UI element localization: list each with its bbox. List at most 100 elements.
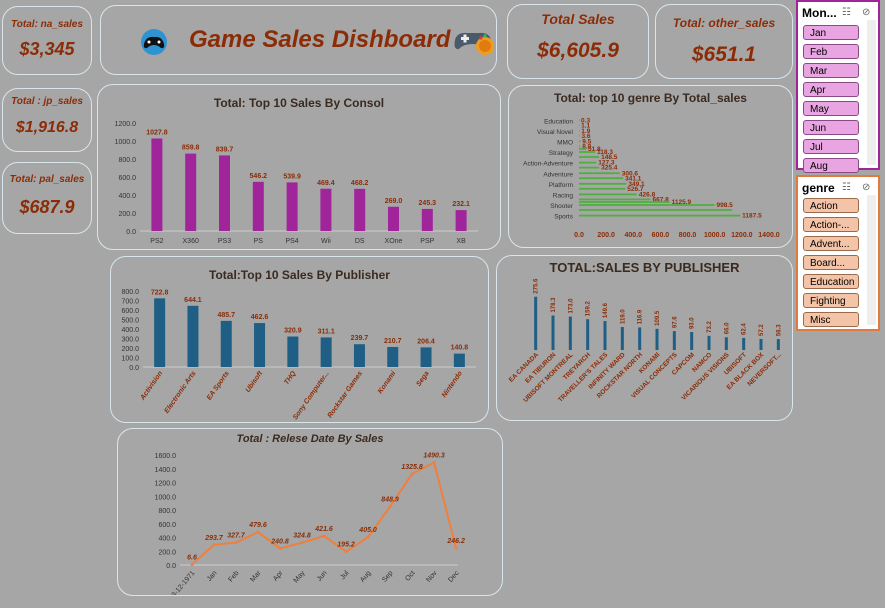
data-label: 149.6 xyxy=(603,302,609,318)
na-sales-card: Total: na_sales $3,345 xyxy=(2,6,92,75)
data-label: 93.0 xyxy=(690,317,696,329)
y-tick-label: Visual Novel xyxy=(537,129,574,136)
x-tick-label: Electronic Arts xyxy=(163,370,197,415)
y-tick-label: MMO xyxy=(557,140,573,147)
data-point xyxy=(344,550,348,554)
slicer-item-jul[interactable]: Jul xyxy=(803,139,859,154)
multi-select-icon[interactable]: ☷ xyxy=(842,7,851,18)
data-label: 148.5 xyxy=(601,154,618,161)
slicer-item-aug[interactable]: Aug xyxy=(803,158,859,173)
data-label: 73.2 xyxy=(707,321,713,333)
y-tick-label: 700.0 xyxy=(121,299,139,306)
y-tick-label: 800.0 xyxy=(158,508,176,515)
x-tick-label: Activision xyxy=(139,370,164,402)
slicer-item-advent[interactable]: Advent... xyxy=(803,236,859,251)
bar xyxy=(353,344,365,367)
bar xyxy=(534,296,538,350)
slicer-item-jun[interactable]: Jun xyxy=(803,120,859,135)
slicer-item-jan[interactable]: Jan xyxy=(803,25,859,40)
bar xyxy=(579,198,651,201)
data-label: 245.3 xyxy=(419,200,437,207)
bar xyxy=(579,119,580,122)
bar xyxy=(579,148,587,150)
data-label: 51.8 xyxy=(588,146,601,153)
y-tick-label: 600.0 xyxy=(158,522,176,529)
data-label: 119.0 xyxy=(620,309,626,324)
slicer-item-feb[interactable]: Feb xyxy=(803,44,859,59)
slicer-item-fighting[interactable]: Fighting xyxy=(803,293,859,308)
data-label: 269.0 xyxy=(385,198,403,205)
data-label: 195.2 xyxy=(337,542,355,549)
data-label: 173.0 xyxy=(568,298,574,314)
bar xyxy=(579,124,580,127)
bar xyxy=(586,319,590,350)
multi-select-icon[interactable]: ☷ xyxy=(842,182,851,193)
console-chart-title: Total: Top 10 Sales By Consol xyxy=(213,96,385,110)
data-point xyxy=(432,461,436,465)
bar xyxy=(579,182,627,185)
x-tick-label: PS2 xyxy=(150,238,163,245)
data-label: 159.2 xyxy=(586,301,592,317)
slicer-item-action[interactable]: Action-... xyxy=(803,217,859,232)
other-sales-card: Total: other_sales $651.1 xyxy=(655,4,793,79)
data-point xyxy=(256,530,260,534)
x-tick-label: DS xyxy=(355,238,365,245)
bar xyxy=(320,337,332,367)
data-point xyxy=(410,472,414,476)
x-tick-label: 1400.0 xyxy=(758,232,780,239)
x-tick-label: <03-12-1971 xyxy=(166,570,197,595)
bar xyxy=(579,166,600,169)
bar xyxy=(579,129,580,132)
slicer-item-board[interactable]: Board... xyxy=(803,255,859,270)
genre-chart: 0.0 200.0 400.0 600.0 800.0 1000.0 1200.0 1400.… xyxy=(523,117,780,239)
data-point xyxy=(454,546,458,550)
x-tick-label: Sony Computer... xyxy=(292,370,331,421)
slicer-item-misc[interactable]: Misc xyxy=(803,312,859,327)
data-label: 118.3 xyxy=(597,149,613,156)
bar xyxy=(579,177,624,180)
publisher-chart: 0.0 100.0 200.0 300.0 400.0 500.0 600.0 700.0 80… xyxy=(121,289,476,421)
bar xyxy=(742,337,746,350)
bar xyxy=(579,193,637,196)
slicer-item-mar[interactable]: Mar xyxy=(803,63,859,78)
bar xyxy=(603,321,607,350)
pal-sales-value: $687.9 xyxy=(19,197,75,217)
bar xyxy=(579,187,626,190)
data-label: 859.8 xyxy=(182,145,200,152)
pal-sales-card: Total: pal_sales $687.9 xyxy=(2,162,92,234)
bar xyxy=(579,172,620,175)
bar xyxy=(579,214,741,217)
clear-filter-icon[interactable]: ⊘ xyxy=(862,7,871,18)
release-chart-card: Total : Relese Date By Sales 0.0 200.0 400… xyxy=(117,428,503,596)
clear-filter-icon[interactable]: ⊘ xyxy=(862,182,871,193)
bar xyxy=(620,326,624,350)
x-tick-label: Oct xyxy=(404,570,416,583)
x-tick-label: Sep xyxy=(381,570,394,584)
bar xyxy=(453,353,465,367)
y-tick-label: 1400.0 xyxy=(155,467,177,474)
x-tick-label: PSP xyxy=(420,238,434,245)
genre-slicer-scrollbar[interactable] xyxy=(867,195,876,325)
x-tick-label: Mar xyxy=(249,569,263,583)
y-tick-label: 500.0 xyxy=(121,318,139,325)
y-tick-label: 400.0 xyxy=(158,536,176,543)
y-tick-label: 1000.0 xyxy=(155,494,177,501)
slicer-item-may[interactable]: May xyxy=(803,101,859,116)
data-label: 240.8 xyxy=(270,538,289,545)
data-label: 140.8 xyxy=(451,345,469,352)
data-label: 421.6 xyxy=(314,526,333,533)
data-label: 839.7 xyxy=(216,146,234,153)
slicer-item-education[interactable]: Education xyxy=(803,274,859,289)
data-label: 327.7 xyxy=(227,532,246,539)
y-tick-label: 600.0 xyxy=(118,175,136,182)
bar xyxy=(387,346,399,367)
month-slicer-scrollbar[interactable] xyxy=(867,20,876,165)
y-tick-label: 1600.0 xyxy=(155,453,177,460)
data-label: 469.4 xyxy=(317,180,335,187)
data-label: 644.1 xyxy=(184,297,202,304)
data-label: 206.4 xyxy=(417,338,435,345)
bar xyxy=(724,337,728,350)
slicer-item-action[interactable]: Action xyxy=(803,198,859,213)
slicer-item-apr[interactable]: Apr xyxy=(803,82,859,97)
y-tick-label: Shooter xyxy=(550,203,574,210)
